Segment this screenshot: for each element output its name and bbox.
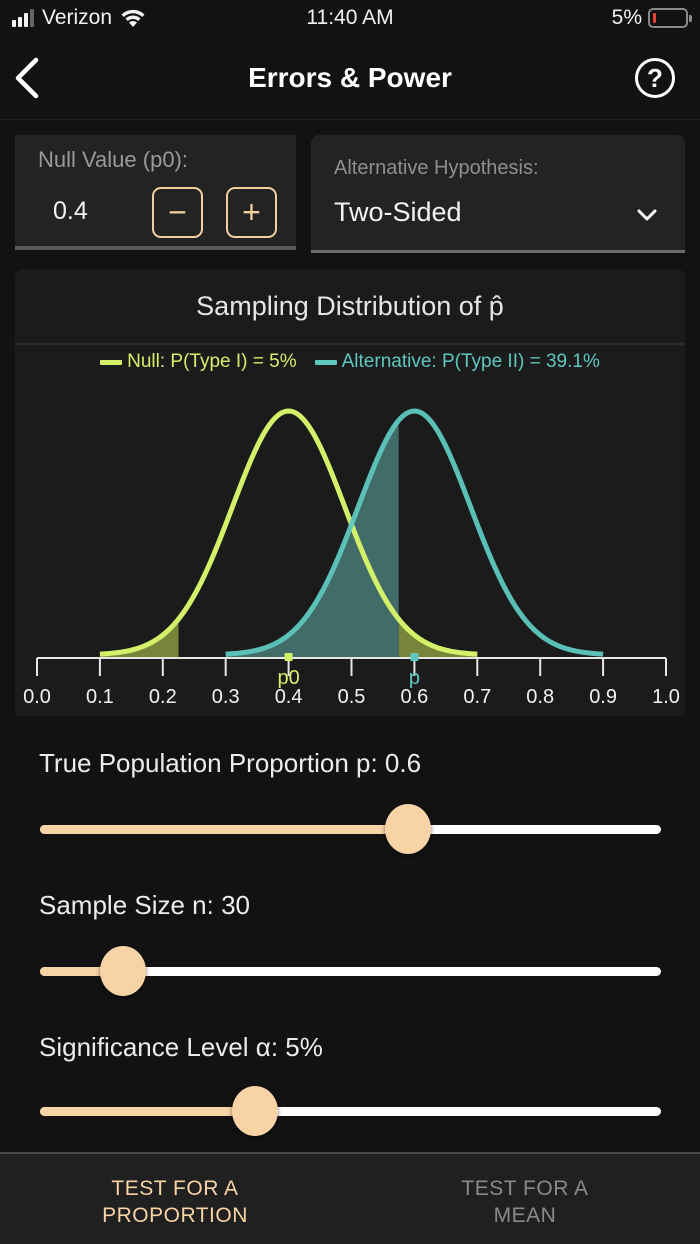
battery-percent: 5% xyxy=(611,6,642,29)
svg-text:0.2: 0.2 xyxy=(149,686,177,708)
legend-label-alternative: Alternative: P(Type II) = 39.1% xyxy=(341,351,600,372)
tab-test-proportion[interactable]: TEST FOR A PROPORTION xyxy=(0,1154,350,1244)
carrier-name: Verizon xyxy=(42,6,113,29)
clock: 11:40 AM xyxy=(306,6,394,29)
bottom-tab-bar: TEST FOR A PROPORTION TEST FOR A MEAN xyxy=(0,1152,700,1244)
true-proportion-slider[interactable] xyxy=(40,804,661,854)
tab-label-line2: PROPORTION xyxy=(102,1204,248,1227)
navigation-bar: Errors & Power ? xyxy=(0,40,700,120)
svg-text:0.9: 0.9 xyxy=(589,686,617,708)
significance-level-slider[interactable] xyxy=(40,1086,661,1136)
back-button[interactable] xyxy=(12,56,48,100)
legend-swatch-null xyxy=(100,359,123,365)
wifi-icon xyxy=(121,9,145,27)
slider-label-true-proportion: True Population Proportion p: 0.6 xyxy=(39,748,422,778)
sample-size-slider[interactable] xyxy=(40,946,661,996)
page-title: Errors & Power xyxy=(248,62,452,93)
null-value-label: Null Value (p0): xyxy=(38,147,188,172)
chart-title: Sampling Distribution of p̂ xyxy=(196,291,504,321)
tab-test-mean[interactable]: TEST FOR A MEAN xyxy=(350,1154,700,1244)
alternative-hypothesis-label: Alternative Hypothesis: xyxy=(334,157,539,179)
slider-thumb[interactable] xyxy=(231,1086,278,1136)
svg-text:0.6: 0.6 xyxy=(400,686,428,708)
help-circle-icon: ? xyxy=(647,63,663,93)
svg-text:0.0: 0.0 xyxy=(23,686,51,708)
svg-text:0.1: 0.1 xyxy=(86,686,114,708)
svg-text:0.8: 0.8 xyxy=(526,686,554,708)
svg-text:0.7: 0.7 xyxy=(463,686,491,708)
alternative-hypothesis-dropdown[interactable]: Alternative Hypothesis: Two-Sided xyxy=(311,135,685,253)
slider-label-sample-size: Sample Size n: 30 xyxy=(39,890,251,920)
svg-text:0.4: 0.4 xyxy=(275,686,303,708)
legend-item-null: Null: P(Type I) = 5% xyxy=(100,351,297,373)
plus-icon: + xyxy=(242,194,261,230)
svg-text:p0: p0 xyxy=(277,667,299,689)
status-bar: Verizon 11:40 AM 5% xyxy=(0,0,700,40)
minus-icon: − xyxy=(168,194,187,230)
slider-thumb[interactable] xyxy=(100,946,147,996)
svg-text:p: p xyxy=(409,667,420,689)
tab-label-line1: TEST FOR A xyxy=(461,1177,589,1200)
slider-label-significance-level: Significance Level α: 5% xyxy=(39,1032,323,1062)
chevron-down-icon xyxy=(637,209,657,221)
tab-label-line2: MEAN xyxy=(493,1204,557,1227)
legend-item-alternative: Alternative: P(Type II) = 39.1% xyxy=(314,351,600,373)
svg-text:1.0: 1.0 xyxy=(652,686,680,708)
chevron-left-icon xyxy=(15,57,39,99)
sampling-distribution-chart: Sampling Distribution of p̂ Null: P(Type… xyxy=(15,269,685,716)
alternative-hypothesis-value: Two-Sided xyxy=(334,197,462,227)
svg-text:0.5: 0.5 xyxy=(338,686,366,708)
null-value-control: Null Value (p0): 0.4 − + xyxy=(15,135,296,250)
legend-label-null: Null: P(Type I) = 5% xyxy=(127,351,297,372)
null-value-field[interactable]: 0.4 xyxy=(53,197,88,225)
slider-thumb[interactable] xyxy=(385,804,432,854)
tab-label-line1: TEST FOR A xyxy=(111,1177,239,1200)
increment-button[interactable]: + xyxy=(226,187,277,238)
chart-divider xyxy=(15,343,685,345)
svg-text:0.3: 0.3 xyxy=(212,686,240,708)
decrement-button[interactable]: − xyxy=(152,187,203,238)
chart-legend: Null: P(Type I) = 5% Alternative: P(Type… xyxy=(15,351,685,373)
help-button[interactable]: ? xyxy=(635,58,675,98)
legend-swatch-alternative xyxy=(314,359,337,365)
battery-icon xyxy=(648,8,692,28)
cellular-signal-icon xyxy=(12,9,34,27)
